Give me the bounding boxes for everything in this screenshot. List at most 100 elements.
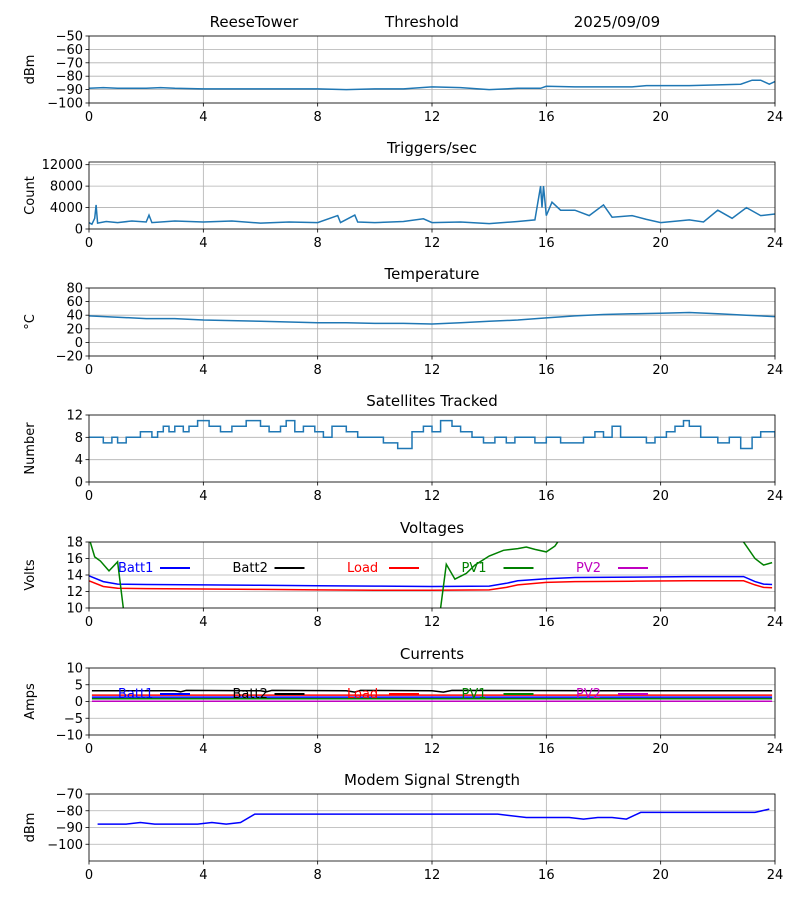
x-tick-label: 8 xyxy=(314,615,322,630)
x-tick-label: 20 xyxy=(652,615,669,630)
y-tick-label: 4 xyxy=(75,453,83,468)
x-tick-label: 20 xyxy=(652,489,669,504)
legend: Batt1 Batt2 Load PV1 PV2 xyxy=(118,687,648,702)
y-tick-label: 40 xyxy=(66,309,83,324)
y-tick-label: 12 xyxy=(66,585,83,600)
y-tick-label: 14 xyxy=(66,569,83,584)
x-tick-label: 12 xyxy=(424,868,441,883)
y-tick-label: 10 xyxy=(66,602,83,617)
x-tick-label: 16 xyxy=(538,868,555,883)
x-tick-label: 0 xyxy=(85,489,93,504)
series-line-batt2 xyxy=(91,689,773,693)
y-tick-label: −70 xyxy=(56,788,83,803)
series-line-1 xyxy=(89,419,775,450)
x-tick-label: 4 xyxy=(199,742,207,757)
x-tick-label: 0 xyxy=(85,110,93,125)
x-tick-label: 24 xyxy=(767,110,784,125)
x-tick-label: 20 xyxy=(652,742,669,757)
x-tick-label: 8 xyxy=(314,110,322,125)
y-tick-label: −100 xyxy=(47,97,83,112)
legend-label-batt2: Batt2 xyxy=(233,561,268,576)
x-tick-label: 12 xyxy=(424,236,441,251)
y-tick-label: −70 xyxy=(56,56,83,71)
x-tick-label: 16 xyxy=(538,110,555,125)
x-tick-label: 8 xyxy=(314,363,322,378)
y-tick-label: 0 xyxy=(75,336,83,351)
x-tick-label: 24 xyxy=(767,615,784,630)
x-tick-label: 16 xyxy=(538,236,555,251)
y-tick-label: 12 xyxy=(66,409,83,424)
x-tick-label: 4 xyxy=(199,615,207,630)
x-tick-label: 16 xyxy=(538,363,555,378)
legend-label-load: Load xyxy=(347,687,378,702)
series-line-1 xyxy=(89,79,775,91)
y-tick-label: 0 xyxy=(75,223,83,238)
x-tick-label: 24 xyxy=(767,742,784,757)
x-tick-label: 12 xyxy=(424,489,441,504)
y-tick-label: −20 xyxy=(56,350,83,365)
y-tick-label: −90 xyxy=(56,83,83,98)
y-tick-label: 18 xyxy=(66,536,83,551)
y-axis-label: Count xyxy=(23,176,38,215)
chart-title: Voltages xyxy=(400,519,464,537)
y-tick-label: −80 xyxy=(56,804,83,819)
x-tick-label: 4 xyxy=(199,363,207,378)
x-tick-label: 24 xyxy=(767,868,784,883)
x-tick-label: 20 xyxy=(652,363,669,378)
y-axis-label: Number xyxy=(23,422,38,475)
series-line-1 xyxy=(97,808,770,825)
x-tick-label: 24 xyxy=(767,363,784,378)
x-tick-label: 4 xyxy=(199,489,207,504)
y-tick-label: 60 xyxy=(66,295,83,310)
chart-panel-4: 0 4 8 12 16 20 24 0 4 8 12 Number Satellites Tracked xyxy=(23,392,783,504)
y-tick-label: 8000 xyxy=(50,180,83,195)
x-tick-label: 4 xyxy=(199,868,207,883)
x-tick-label: 12 xyxy=(424,363,441,378)
y-axis-label: Amps xyxy=(23,683,38,720)
x-tick-label: 16 xyxy=(538,742,555,757)
y-tick-label: −80 xyxy=(56,70,83,85)
series-line-pv1 xyxy=(89,542,773,608)
x-tick-label: 12 xyxy=(424,110,441,125)
chart-title-part: 2025/09/09 xyxy=(574,13,660,31)
y-tick-label: 4000 xyxy=(50,201,83,216)
chart-title: Satellites Tracked xyxy=(366,392,497,410)
chart-title: Modem Signal Strength xyxy=(344,771,520,789)
y-tick-label: 80 xyxy=(66,282,83,297)
legend-label-batt1: Batt1 xyxy=(118,561,153,576)
x-tick-label: 4 xyxy=(199,110,207,125)
legend-label-pv2: PV2 xyxy=(576,561,601,576)
y-tick-label: −100 xyxy=(47,838,83,853)
legend-label-pv1: PV1 xyxy=(462,687,487,702)
series-line-1 xyxy=(89,185,775,226)
x-tick-label: 0 xyxy=(85,742,93,757)
y-axis-label: dBm xyxy=(23,55,38,85)
y-axis-label: dBm xyxy=(23,813,38,843)
y-tick-label: −10 xyxy=(56,729,83,744)
x-tick-label: 0 xyxy=(85,236,93,251)
legend-label-load: Load xyxy=(347,561,378,576)
y-tick-label: −5 xyxy=(64,712,83,727)
y-tick-label: 12000 xyxy=(42,158,83,173)
y-axis-label: °C xyxy=(23,314,38,330)
x-tick-label: 8 xyxy=(314,236,322,251)
x-tick-label: 24 xyxy=(767,236,784,251)
y-tick-label: −90 xyxy=(56,821,83,836)
x-tick-label: 0 xyxy=(85,615,93,630)
legend-label-pv2: PV2 xyxy=(576,687,601,702)
x-tick-label: 20 xyxy=(652,868,669,883)
y-tick-label: −50 xyxy=(56,30,83,45)
x-tick-label: 4 xyxy=(199,236,207,251)
chart-panel-2: 0 4 8 12 16 20 24 0 4000 8000 12000 Count Triggers/s… xyxy=(23,139,783,251)
y-tick-label: 20 xyxy=(66,322,83,337)
legend-label-pv1: PV1 xyxy=(462,561,487,576)
y-tick-label: 10 xyxy=(66,662,83,677)
series-line-load xyxy=(89,580,773,592)
y-axis-label: Volts xyxy=(23,559,38,591)
x-tick-label: 16 xyxy=(538,615,555,630)
chart-title: Temperature xyxy=(383,265,479,283)
